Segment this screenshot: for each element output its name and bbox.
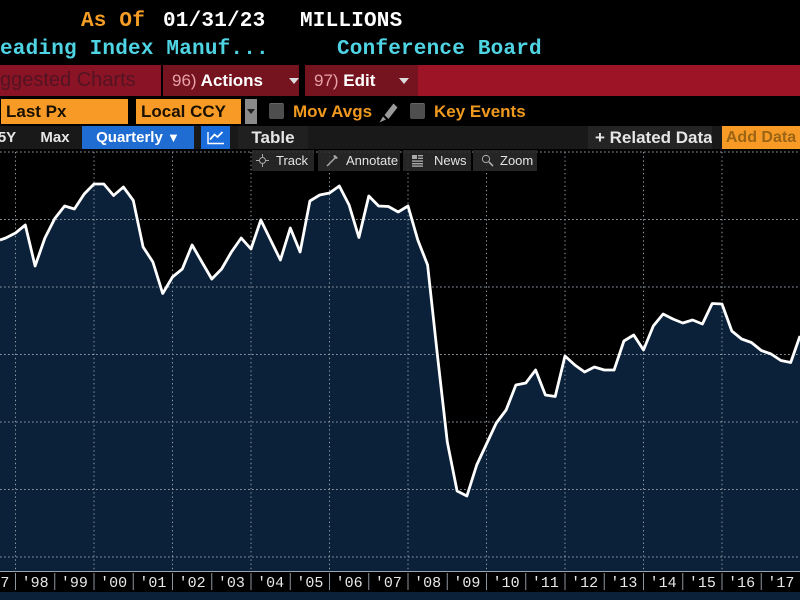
- svg-text:'02: '02: [179, 575, 206, 592]
- svg-text:'04: '04: [257, 575, 284, 592]
- svg-text:'11: '11: [532, 575, 559, 592]
- svg-text:'09: '09: [453, 575, 480, 592]
- svg-text:'13: '13: [610, 575, 637, 592]
- svg-text:'07: '07: [375, 575, 402, 592]
- svg-text:'12: '12: [571, 575, 598, 592]
- svg-text:'97: '97: [0, 575, 9, 592]
- svg-text:'17: '17: [767, 575, 794, 592]
- svg-text:'05: '05: [296, 575, 323, 592]
- svg-text:'01: '01: [139, 575, 166, 592]
- svg-text:'10: '10: [493, 575, 520, 592]
- svg-text:'14: '14: [650, 575, 677, 592]
- svg-text:'00: '00: [100, 575, 127, 592]
- svg-text:'98: '98: [22, 575, 49, 592]
- svg-text:'99: '99: [61, 575, 88, 592]
- svg-text:'15: '15: [689, 575, 716, 592]
- svg-text:'16: '16: [728, 575, 755, 592]
- svg-text:'03: '03: [218, 575, 245, 592]
- svg-text:'06: '06: [336, 575, 363, 592]
- svg-text:'08: '08: [414, 575, 441, 592]
